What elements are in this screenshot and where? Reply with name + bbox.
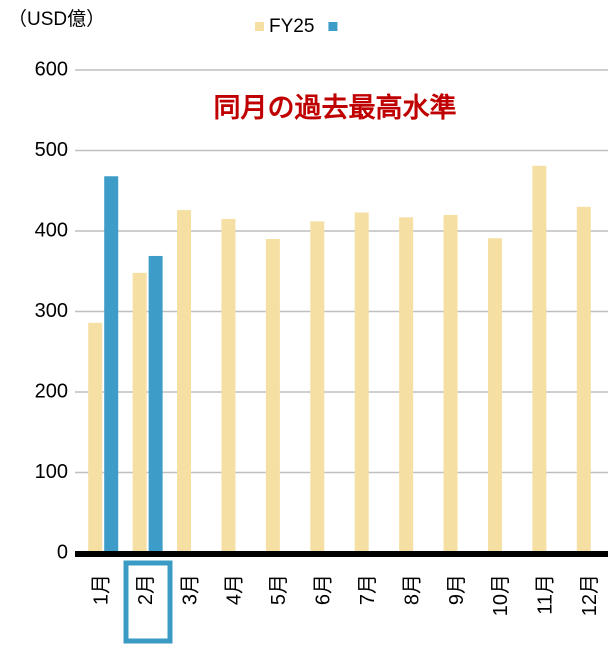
bar xyxy=(88,322,103,553)
y-tick-label: 500 xyxy=(35,139,68,161)
y-tick-label: 100 xyxy=(35,461,68,483)
bar xyxy=(148,255,163,553)
x-tick-label: 2月 xyxy=(135,574,157,605)
bar xyxy=(354,212,369,554)
highlight-box xyxy=(123,560,173,644)
x-axis-line xyxy=(75,551,608,557)
bar xyxy=(443,214,458,553)
y-tick-label: 200 xyxy=(35,380,68,402)
legend-swatch xyxy=(328,22,338,31)
x-tick-label: 8月 xyxy=(401,574,423,605)
bar xyxy=(310,221,325,553)
x-tick-label: 5月 xyxy=(268,574,290,605)
bar xyxy=(104,176,119,553)
x-tick-label: 3月 xyxy=(179,574,201,605)
x-tick-label: 1月 xyxy=(90,574,112,605)
x-tick-label: 12月 xyxy=(579,574,601,616)
unit-label: （USD億） xyxy=(8,8,105,30)
bar xyxy=(532,165,547,554)
legend-swatch xyxy=(255,22,264,31)
x-tick-label: 7月 xyxy=(357,574,379,605)
legend-label: FY25 xyxy=(269,16,314,37)
y-tick-label: 300 xyxy=(35,300,68,322)
bar xyxy=(132,272,147,553)
x-tick-label: 10月 xyxy=(490,574,512,616)
bar xyxy=(221,218,236,554)
x-tick-label: 6月 xyxy=(313,574,335,605)
bar xyxy=(487,238,502,553)
bar xyxy=(265,239,280,554)
x-tick-label: 9月 xyxy=(446,574,468,605)
y-tick-label: 400 xyxy=(35,219,68,241)
x-tick-label: 4月 xyxy=(224,574,246,605)
annotation: 同月の過去最高水準 xyxy=(214,92,457,123)
bar xyxy=(177,210,192,553)
y-tick-label: 0 xyxy=(57,541,68,563)
bar xyxy=(576,206,591,553)
bar xyxy=(399,217,414,553)
x-tick-label: 11月 xyxy=(535,574,557,615)
y-tick-label: 600 xyxy=(35,58,68,80)
